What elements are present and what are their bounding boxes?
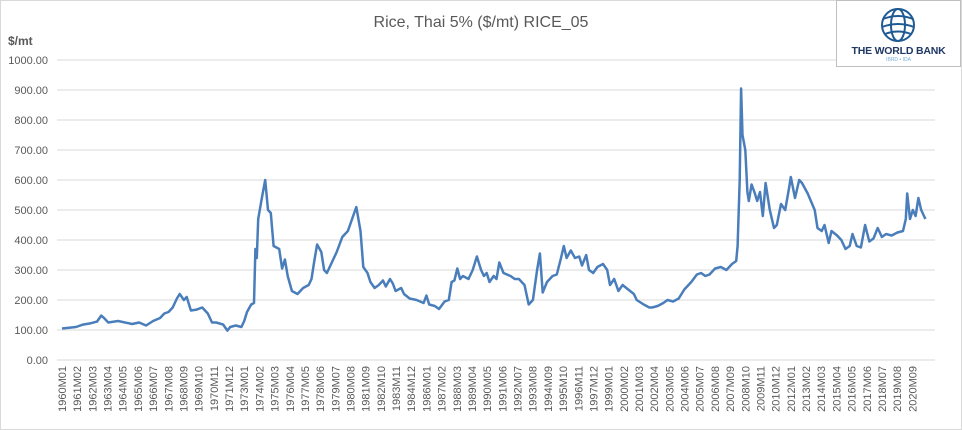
logo-name: THE WORLD BANK [851,45,946,57]
y-tick-label: 300.00 [14,265,48,277]
y-tick-label: 600.00 [14,175,48,187]
x-tick-label: 1982M10 [376,366,388,412]
x-tick-label: 1980M08 [345,366,357,412]
y-tick-label: 100.00 [14,325,48,337]
x-tick-label: 1979M07 [330,366,342,412]
x-tick-label: 1997M12 [588,366,600,412]
x-tick-label: 2000M02 [619,366,631,412]
x-tick-label: 1994M09 [543,366,555,412]
y-tick-label: 1000.00 [8,55,48,67]
x-tick-label: 1987M02 [437,366,449,412]
x-tick-label: 1978M06 [315,366,327,412]
x-tick-label: 2008M10 [740,366,752,412]
x-tick-label: 1986M01 [421,366,433,412]
y-tick-label: 0.00 [27,355,48,367]
x-tick-label: 2005M07 [695,366,707,412]
x-tick-label: 1995M10 [558,366,570,412]
x-tick-label: 1991M06 [497,366,509,412]
x-tick-label: 1961M02 [72,366,84,412]
x-tick-label: 1966M07 [148,366,160,412]
x-tick-label: 2002M04 [649,366,661,412]
x-tick-label: 2017M06 [862,366,874,412]
x-tick-label: 2001M03 [634,366,646,412]
x-tick-label: 1964M05 [118,366,130,412]
x-tick-label: 1992M07 [513,366,525,412]
x-tick-label: 1975M03 [270,366,282,412]
x-tick-label: 1993M08 [528,366,540,412]
y-axis-label: $/mt [8,34,33,48]
y-tick-label: 500.00 [14,205,48,217]
y-tick-label: 200.00 [14,295,48,307]
x-tick-label: 1973M01 [239,366,251,412]
x-tick-label: 1983M11 [391,366,403,411]
x-tick-label: 1996M11 [573,366,585,411]
logo-subtitle: IBRD • IDA [886,57,911,63]
x-tick-label: 1960M01 [57,366,69,412]
x-tick-label: 2012M01 [786,366,798,412]
x-tick-label: 1981M09 [361,366,373,412]
x-tick-label: 1969M10 [194,366,206,412]
x-tick-label: 2016M05 [847,366,859,412]
x-tick-label: 2018M07 [877,366,889,412]
chart-title: Rice, Thai 5% ($/mt) RICE_05 [373,14,589,31]
x-tick-label: 1963M04 [103,366,115,412]
x-tick-label: 2014M03 [816,366,828,412]
y-tick-label: 900.00 [14,85,48,97]
series-line-rice_05 [61,87,927,332]
x-tick-label: 1974M02 [254,366,266,412]
x-tick-label: 1990M05 [482,366,494,412]
x-tick-label: 2020M09 [907,366,919,412]
world-bank-logo: THE WORLD BANK IBRD • IDA [836,0,961,67]
x-tick-label: 1967M08 [163,366,175,412]
x-tick-label: 2019M08 [892,366,904,412]
x-tick-label: 1968M09 [178,366,190,412]
x-tick-label: 1999M01 [604,366,616,412]
x-tick-label: 1989M04 [467,366,479,412]
y-tick-label: 700.00 [14,145,48,157]
x-tick-label: 2003M05 [664,366,676,412]
x-tick-label: 2007M09 [725,366,737,412]
x-tick-label: 2010M12 [771,366,783,412]
x-tick-label: 1965M06 [133,366,145,412]
x-tick-label: 2009M11 [755,366,767,411]
x-tick-label: 2006M08 [710,366,722,412]
x-tick-label: 1971M12 [224,366,236,412]
globe-icon [881,8,915,42]
x-tick-label: 2013M02 [801,366,813,412]
x-tick-label: 1976M04 [285,366,297,412]
x-tick-label: 1977M05 [300,366,312,412]
x-tick-label: 1962M03 [87,366,99,412]
x-tick-label: 2015M04 [831,366,843,412]
y-tick-label: 800.00 [14,115,48,127]
x-tick-label: 1988M03 [452,366,464,412]
x-tick-label: 1970M11 [209,366,221,411]
y-tick-label: 400.00 [14,235,48,247]
x-tick-label: 1984M12 [406,366,418,412]
x-tick-label: 2004M06 [680,366,692,412]
